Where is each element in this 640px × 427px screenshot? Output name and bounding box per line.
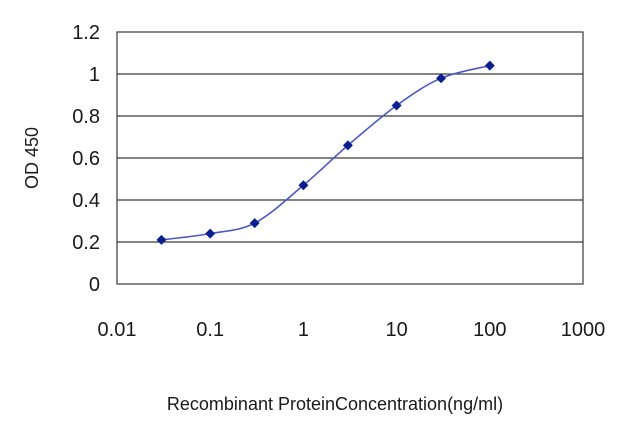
x-tick-label: 0.1 bbox=[196, 319, 224, 341]
x-tick-label: 0.01 bbox=[98, 319, 137, 341]
x-axis-label: Recombinant ProteinConcentration(ng/ml) bbox=[167, 394, 503, 414]
x-tick-label: 10 bbox=[385, 319, 407, 341]
series-markers bbox=[156, 60, 495, 245]
y-axis-label: OD 450 bbox=[22, 127, 42, 189]
y-axis-tick-labels: 0 0.2 0.4 0.6 0.8 1 1.2 bbox=[72, 22, 100, 296]
data-point-marker bbox=[436, 73, 447, 84]
data-point-marker bbox=[205, 228, 216, 239]
y-tick-label: 0.2 bbox=[72, 232, 100, 254]
y-tick-label: 0.6 bbox=[72, 148, 100, 170]
data-point-marker bbox=[249, 218, 260, 229]
x-axis-tick-labels: 0.01 0.1 1 10 100 1000 bbox=[98, 319, 606, 341]
y-tick-label: 0.4 bbox=[72, 190, 100, 212]
data-point-marker bbox=[156, 234, 167, 245]
data-point-marker bbox=[342, 140, 353, 151]
x-tick-label: 1 bbox=[298, 319, 309, 341]
y-tick-label: 1 bbox=[89, 64, 100, 86]
y-tick-label: 0.8 bbox=[72, 106, 100, 128]
data-point-marker bbox=[298, 180, 309, 191]
y-tick-label: 1.2 bbox=[72, 22, 100, 44]
x-tick-label: 100 bbox=[473, 319, 506, 341]
x-tick-label: 1000 bbox=[561, 319, 606, 341]
data-point-marker bbox=[391, 100, 402, 111]
plot-frame bbox=[116, 31, 584, 285]
data-point-marker bbox=[484, 60, 495, 71]
gridlines bbox=[117, 73, 583, 243]
y-tick-label: 0 bbox=[89, 274, 100, 296]
